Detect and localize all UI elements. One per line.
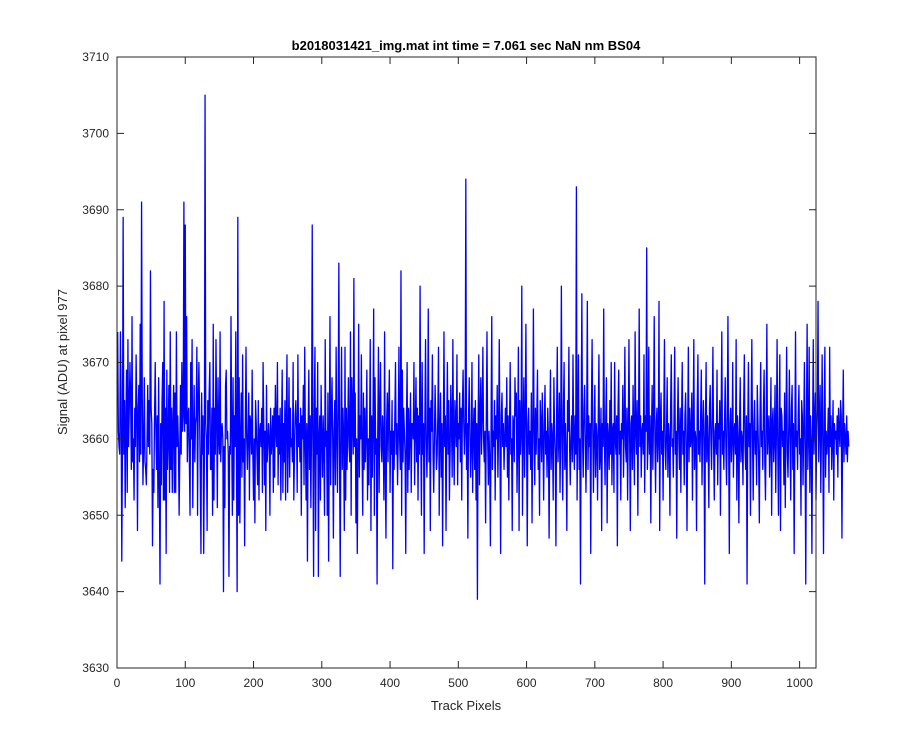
x-tick-label-9: 900 [721, 676, 741, 690]
y-tick-label-5: 3680 [82, 279, 109, 293]
y-tick-label-6: 3690 [82, 203, 109, 217]
x-tick-label-3: 300 [312, 676, 332, 690]
x-tick-label-4: 400 [380, 676, 400, 690]
y-tick-label-8: 3710 [82, 50, 109, 64]
series-line-0 [117, 94, 850, 600]
ticks-layer: 0 100 200 300 400 500 600 700 800 900 1000 3630 3640… [82, 50, 816, 690]
series-layer [117, 94, 850, 600]
y-tick-label-3: 3660 [82, 432, 109, 446]
y-tick-label-4: 3670 [82, 356, 109, 370]
x-tick-label-10: 1000 [786, 676, 813, 690]
y-tick-label-1: 3640 [82, 585, 109, 599]
y-tick-label-2: 3650 [82, 508, 109, 522]
y-axis-title: Signal (ADU) at pixel 977 [55, 289, 70, 435]
x-tick-label-6: 600 [517, 676, 537, 690]
x-tick-label-7: 700 [585, 676, 605, 690]
x-tick-label-8: 800 [653, 676, 673, 690]
x-tick-label-5: 500 [448, 676, 468, 690]
chart-title: b2018031421_img.mat int time = 7.061 sec… [292, 38, 641, 53]
x-tick-label-2: 200 [244, 676, 264, 690]
y-tick-label-7: 3700 [82, 126, 109, 140]
x-axis-title: Track Pixels [431, 698, 502, 713]
x-tick-label-0: 0 [114, 676, 121, 690]
x-tick-label-1: 100 [175, 676, 195, 690]
y-tick-label-0: 3630 [82, 661, 109, 675]
